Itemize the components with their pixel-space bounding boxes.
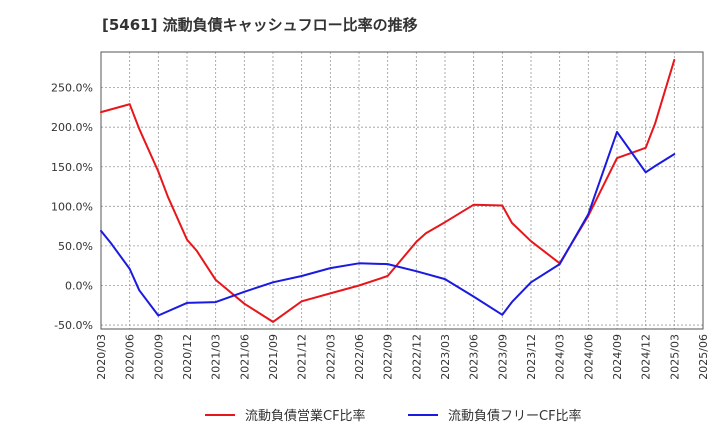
legend: 流動負債営業CF比率 流動負債フリーCF比率 — [205, 408, 582, 424]
x-tick-label: 2022/03 — [324, 334, 337, 380]
x-tick-label: 2022/09 — [382, 334, 395, 380]
x-tick-label: 2023/12 — [525, 334, 538, 380]
x-tick-label: 2024/12 — [640, 334, 653, 380]
y-tick-label: 200.0% — [51, 121, 93, 134]
y-tick-label: 100.0% — [51, 200, 93, 213]
x-tick-label: 2025/06 — [697, 334, 710, 380]
plot-background — [101, 52, 703, 329]
x-tick-label: 2021/12 — [296, 334, 309, 380]
y-tick-label: 150.0% — [51, 161, 93, 174]
y-tick-label: -50.0% — [54, 319, 93, 332]
x-tick-label: 2022/12 — [410, 334, 423, 380]
x-tick-label: 2025/03 — [668, 334, 681, 380]
legend-label-2: 流動負債フリーCF比率 — [448, 408, 582, 424]
x-tick-label: 2020/09 — [152, 334, 165, 380]
series-layer — [100, 58, 676, 323]
chart-title: [5461] 流動負債キャッシュフロー比率の推移 — [102, 16, 418, 34]
x-tick-label: 2024/03 — [554, 334, 567, 380]
x-tick-label: 2023/03 — [439, 334, 452, 380]
x-tick-label: 2020/03 — [95, 334, 108, 380]
x-tick-label: 2021/03 — [210, 334, 223, 380]
y-tick-label: 50.0% — [58, 240, 93, 253]
plot-frame — [100, 51, 704, 330]
x-tick-label: 2022/06 — [353, 334, 366, 380]
x-tick-label: 2020/12 — [181, 334, 194, 380]
legend-label-1: 流動負債営業CF比率 — [245, 408, 366, 424]
axes-layer: 2020/03 2020/06 2020/09 2020/12 2021/03 2021/… — [51, 51, 710, 380]
series-line-2 — [100, 130, 676, 317]
x-tick-label: 2024/09 — [611, 334, 624, 380]
x-tick-label: 2020/06 — [124, 334, 137, 380]
x-tick-label: 2023/09 — [496, 334, 509, 380]
x-tick-label: 2024/06 — [582, 334, 595, 380]
y-tick-label: 250.0% — [51, 82, 93, 95]
y-tick-label: 0.0% — [65, 279, 93, 292]
x-tick-label: 2021/09 — [267, 334, 280, 380]
x-tick-label: 2021/06 — [238, 334, 251, 380]
grid-layer — [101, 52, 703, 329]
x-tick-label: 2023/06 — [468, 334, 481, 380]
